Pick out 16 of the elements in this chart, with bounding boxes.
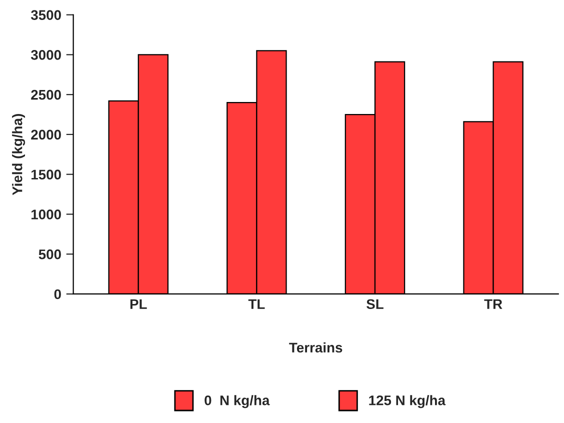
x-tick-label: TL [248,299,265,309]
legend-label: 125 N kg/ha [369,395,446,408]
y-tick-label: 2500 [31,90,61,100]
legend-label: 0 N kg/ha [204,395,270,408]
y-tick-label: 1000 [31,210,61,220]
y-axis-title: Yield (kg/ha) [12,114,26,196]
y-tick-label: 1500 [31,170,61,180]
x-tick-label: SL [366,299,384,310]
y-tick-label: 2000 [31,130,61,140]
x-axis-title: Terrains [289,342,342,353]
y-tick-label: 3500 [30,10,61,20]
x-tick-label: PL [130,299,147,309]
y-tick-label: 3000 [30,50,61,60]
y-tick-label: 0 [54,289,61,300]
x-tick-label: TR [484,299,502,309]
y-tick-label: 500 [38,249,61,260]
